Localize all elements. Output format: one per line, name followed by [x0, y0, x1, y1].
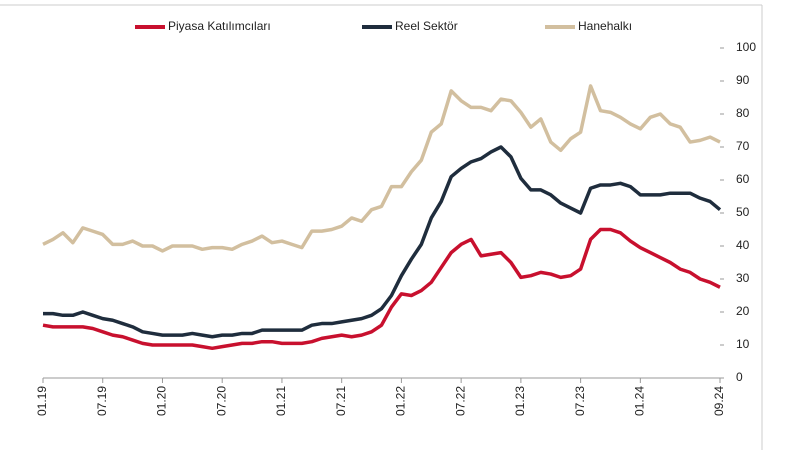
x-tick-label: 07.22	[453, 386, 467, 416]
x-tick-label: 01.23	[513, 386, 527, 416]
x-tick-label: 09.24	[712, 386, 726, 416]
legend-label: Reel Sektör	[395, 19, 458, 33]
series-line	[42, 227, 721, 351]
x-tick-label: 07.19	[95, 386, 109, 416]
x-tick-label: 01.20	[155, 386, 169, 416]
y-tick-label: 30	[736, 271, 750, 285]
x-tick-label: 07.20	[214, 386, 228, 416]
y-tick-label: 80	[736, 106, 750, 120]
x-tick-label: 01.21	[274, 386, 288, 416]
legend-label: Hanehalkı	[578, 19, 632, 33]
y-tick-label: 70	[736, 139, 750, 153]
y-tick-label: 60	[736, 172, 750, 186]
y-tick-label: 40	[736, 238, 750, 252]
y-tick-label: 10	[736, 337, 750, 351]
x-tick-label: 01.22	[394, 386, 408, 416]
y-tick-label: 20	[736, 304, 750, 318]
y-tick-label: 100	[736, 40, 756, 54]
y-tick-label: 50	[736, 205, 750, 219]
y-tick-label: 0	[736, 370, 743, 384]
legend-label: Piyasa Katılımcıları	[168, 19, 271, 33]
x-tick-label: 07.23	[573, 386, 587, 416]
y-tick-label: 90	[736, 73, 750, 87]
x-tick-label: 01.24	[633, 386, 647, 416]
x-tick-label: 01.19	[35, 386, 49, 416]
series-line	[42, 84, 721, 253]
x-tick-label: 07.21	[334, 386, 348, 416]
series-line	[43, 145, 722, 339]
